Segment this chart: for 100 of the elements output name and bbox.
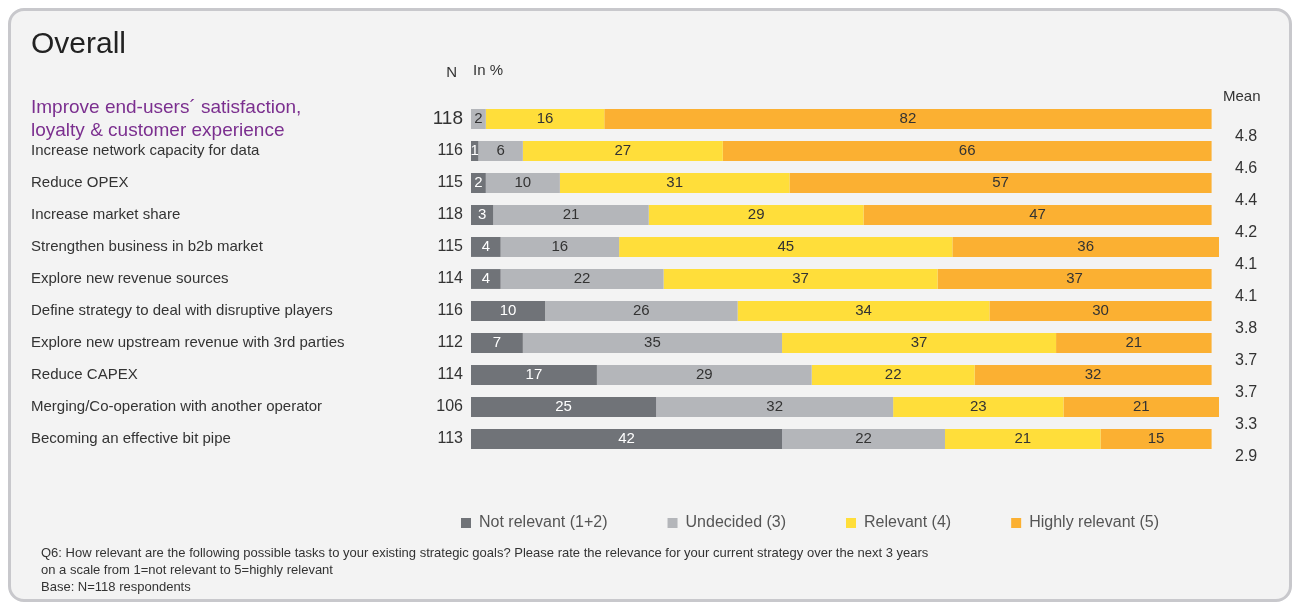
text: 4.8 bbox=[1235, 127, 1258, 145]
text: Overall bbox=[31, 26, 127, 60]
data-label: 37 bbox=[792, 269, 809, 287]
text: 4.1 bbox=[1235, 287, 1258, 305]
text: 118 bbox=[432, 107, 463, 129]
data-label: 21 bbox=[1014, 429, 1032, 447]
data-label: 42 bbox=[618, 429, 635, 447]
bar bbox=[493, 205, 649, 225]
data-label: 57 bbox=[992, 173, 1009, 191]
bar bbox=[500, 237, 620, 257]
text: 115 bbox=[437, 173, 464, 191]
legend-label: Not relevant (1+2) bbox=[479, 513, 608, 531]
y-tick-label: Strengthen business in b2b market bbox=[31, 237, 264, 255]
data-label: 31 bbox=[666, 173, 684, 191]
bar bbox=[471, 333, 523, 353]
bar bbox=[952, 237, 1219, 257]
y-tick-label: Increase network capacity for data bbox=[31, 141, 261, 159]
bar bbox=[989, 301, 1212, 321]
bar bbox=[471, 237, 501, 257]
text: 115 bbox=[437, 237, 464, 255]
bar bbox=[937, 269, 1212, 289]
text: 2.9 bbox=[1235, 447, 1258, 465]
bar bbox=[811, 365, 975, 385]
data-label: 36 bbox=[1077, 237, 1095, 255]
data-label: 37 bbox=[1066, 269, 1083, 287]
bar bbox=[500, 269, 664, 289]
data-label: 10 bbox=[499, 301, 517, 319]
bar bbox=[1100, 429, 1212, 449]
data-label: 45 bbox=[777, 237, 795, 255]
bar bbox=[1063, 397, 1219, 417]
data-label: 1 bbox=[470, 141, 479, 159]
y-tick-label: Merging/Co-operation with another operator bbox=[31, 397, 322, 415]
text: 114 bbox=[437, 269, 464, 287]
bar bbox=[522, 333, 783, 353]
text: In % bbox=[473, 61, 504, 79]
text: 113 bbox=[437, 429, 464, 447]
y-tick-label: Reduce CAPEX bbox=[31, 365, 138, 383]
data-label: 23 bbox=[969, 397, 987, 415]
text: 116 bbox=[437, 141, 464, 159]
data-label: 2 bbox=[474, 173, 483, 191]
bar bbox=[782, 333, 1057, 353]
bar bbox=[863, 205, 1212, 225]
text: Q6: How relevant are the following possible tasks to your existing strategic goals? Please rate the relevance for your current strategy over the next 3 years bbox=[41, 544, 929, 560]
text: 118 bbox=[437, 205, 464, 223]
legend-label: Highly relevant (5) bbox=[1029, 513, 1159, 531]
data-label: 32 bbox=[1084, 365, 1102, 383]
bar bbox=[471, 397, 657, 417]
data-label: 82 bbox=[899, 109, 917, 127]
data-label: 22 bbox=[573, 269, 591, 287]
y-tick-label: Reduce OPEX bbox=[31, 173, 129, 191]
bar bbox=[604, 109, 1212, 129]
data-label: 15 bbox=[1147, 429, 1165, 447]
text: 4.2 bbox=[1235, 223, 1258, 241]
data-label: 35 bbox=[644, 333, 661, 351]
data-label: 16 bbox=[551, 237, 569, 255]
bar bbox=[471, 301, 546, 321]
bar bbox=[559, 173, 790, 193]
bar bbox=[478, 141, 523, 161]
text: 4.6 bbox=[1235, 159, 1258, 177]
bar bbox=[545, 301, 738, 321]
y-tick-label: Explore new upstream revenue with 3rd parties bbox=[31, 333, 345, 351]
data-label: 32 bbox=[766, 397, 783, 415]
text: Mean bbox=[1223, 87, 1261, 105]
y-tick-label: Increase market share bbox=[31, 205, 181, 223]
y-tick-label: Define strategy to deal with disruptive players bbox=[31, 301, 333, 319]
text: 3.8 bbox=[1235, 319, 1258, 337]
bar bbox=[485, 109, 605, 129]
bar bbox=[471, 269, 501, 289]
data-label: 29 bbox=[747, 205, 765, 223]
bar bbox=[485, 173, 560, 193]
text: 112 bbox=[437, 333, 464, 351]
data-label: 25 bbox=[555, 397, 572, 415]
data-label: 22 bbox=[855, 429, 872, 447]
y-tick-label: Becoming an effective bit pipe bbox=[31, 429, 231, 447]
bar bbox=[471, 365, 597, 385]
bar bbox=[471, 429, 783, 449]
text: 3.3 bbox=[1235, 415, 1258, 433]
text: 116 bbox=[437, 301, 464, 319]
data-label: 26 bbox=[632, 301, 650, 319]
data-label: 37 bbox=[910, 333, 928, 351]
text: 4.4 bbox=[1235, 191, 1258, 209]
bar bbox=[789, 173, 1212, 193]
data-label: 7 bbox=[492, 333, 502, 351]
y-tick-label: Improve end-users´ satisfaction, loyalty & customer experience bbox=[31, 95, 302, 140]
bar bbox=[656, 397, 894, 417]
data-label: 10 bbox=[514, 173, 532, 191]
data-label: 4 bbox=[481, 237, 490, 255]
text: 3.7 bbox=[1235, 383, 1258, 401]
bar bbox=[596, 365, 812, 385]
data-label: 17 bbox=[525, 365, 543, 383]
data-label: 22 bbox=[884, 365, 902, 383]
data-label: 21 bbox=[1132, 397, 1150, 415]
data-label: 66 bbox=[958, 141, 976, 159]
y-tick-label: Explore new revenue sources bbox=[31, 269, 229, 287]
bar bbox=[893, 397, 1064, 417]
bar bbox=[737, 301, 990, 321]
bar bbox=[648, 205, 864, 225]
data-label: 30 bbox=[1092, 301, 1109, 319]
data-label: 47 bbox=[1029, 205, 1046, 223]
data-label: 27 bbox=[614, 141, 632, 159]
